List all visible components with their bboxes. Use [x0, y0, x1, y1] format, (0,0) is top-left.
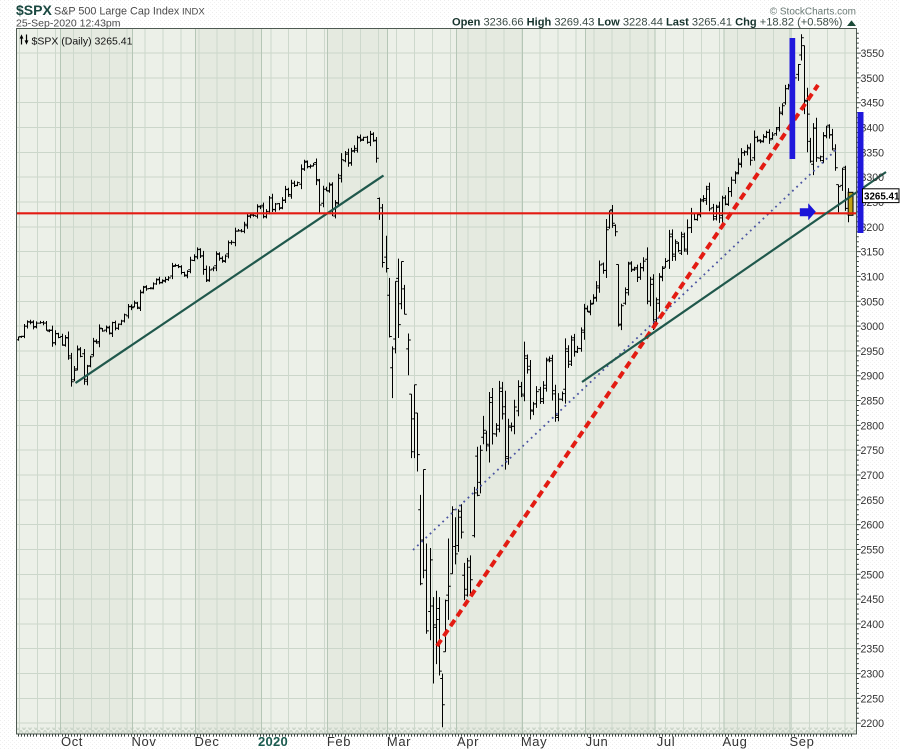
svg-text:2700: 2700: [861, 470, 885, 482]
svg-text:2600: 2600: [861, 520, 885, 532]
svg-text:© StockCharts.com: © StockCharts.com: [770, 7, 856, 18]
svg-text:$SPX (Daily) 3265.41: $SPX (Daily) 3265.41: [32, 36, 133, 48]
svg-text:2300: 2300: [861, 669, 885, 681]
svg-text:2800: 2800: [861, 420, 885, 432]
svg-text:25-Sep-2020 12:43pm: 25-Sep-2020 12:43pm: [16, 18, 121, 30]
svg-text:3400: 3400: [861, 123, 885, 135]
svg-text:Feb: Feb: [327, 734, 351, 749]
svg-text:2500: 2500: [861, 569, 885, 581]
svg-text:Mar: Mar: [387, 734, 411, 749]
svg-text:3450: 3450: [861, 98, 885, 110]
svg-text:3200: 3200: [861, 222, 885, 234]
svg-text:INDX: INDX: [182, 7, 205, 18]
svg-text:2950: 2950: [861, 346, 885, 358]
svg-text:3150: 3150: [861, 247, 885, 259]
svg-text:May: May: [521, 734, 547, 749]
svg-text:Jun: Jun: [586, 734, 609, 749]
svg-text:Open 3236.66 High 3269.43 Low: Open 3236.66 High 3269.43 Low 3228.44 La…: [452, 17, 842, 29]
svg-text:2350: 2350: [861, 644, 885, 656]
svg-text:Aug: Aug: [723, 734, 748, 749]
svg-text:S&P 500 Large Cap Index: S&P 500 Large Cap Index: [54, 6, 180, 18]
svg-text:3500: 3500: [861, 73, 885, 85]
svg-text:2200: 2200: [861, 718, 885, 730]
svg-text:3100: 3100: [861, 271, 885, 283]
svg-text:Nov: Nov: [132, 734, 157, 749]
svg-text:3350: 3350: [861, 147, 885, 159]
svg-text:2750: 2750: [861, 445, 885, 457]
svg-text:2850: 2850: [861, 396, 885, 408]
svg-text:2250: 2250: [861, 693, 885, 705]
svg-text:Sep: Sep: [790, 734, 815, 749]
svg-text:2650: 2650: [861, 495, 885, 507]
svg-text:2550: 2550: [861, 545, 885, 557]
svg-text:3050: 3050: [861, 296, 885, 308]
svg-text:3550: 3550: [861, 48, 885, 60]
svg-text:2020: 2020: [258, 734, 288, 749]
svg-text:3000: 3000: [861, 321, 885, 333]
svg-text:Jul: Jul: [657, 734, 675, 749]
svg-text:2900: 2900: [861, 371, 885, 383]
svg-text:Dec: Dec: [195, 734, 220, 749]
svg-text:$SPX: $SPX: [16, 2, 52, 18]
svg-text:3265.41: 3265.41: [864, 191, 900, 202]
svg-text:3300: 3300: [861, 172, 885, 184]
svg-text:Apr: Apr: [457, 734, 479, 749]
svg-text:2450: 2450: [861, 594, 885, 606]
svg-text:Oct: Oct: [61, 734, 83, 749]
svg-text:2400: 2400: [861, 619, 885, 631]
